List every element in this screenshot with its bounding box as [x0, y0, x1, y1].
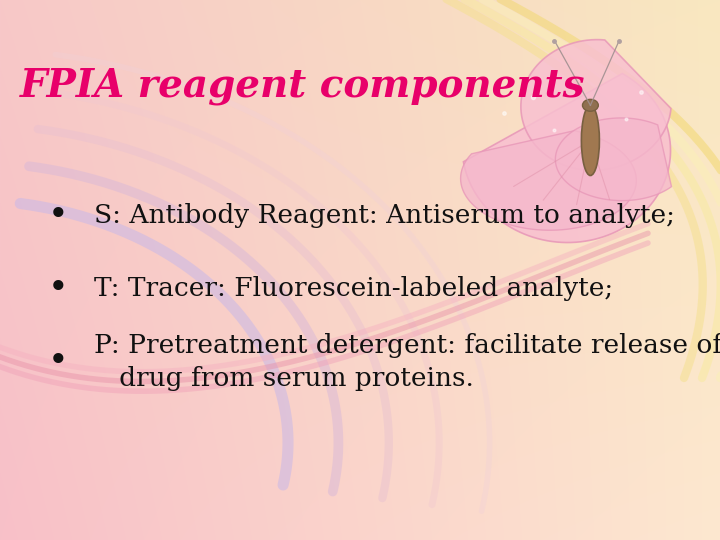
Polygon shape [521, 39, 671, 171]
Polygon shape [461, 131, 636, 230]
Text: T: Tracer: Fluorescein-labeled analyte;: T: Tracer: Fluorescein-labeled analyte; [94, 276, 613, 301]
Text: •: • [48, 272, 68, 306]
Text: P: Pretreatment detergent: facilitate release of
   drug from serum proteins.: P: Pretreatment detergent: facilitate re… [94, 333, 720, 391]
Ellipse shape [582, 99, 598, 111]
Text: FPIA reagent components: FPIA reagent components [19, 68, 585, 105]
Ellipse shape [582, 105, 599, 176]
Text: •: • [48, 345, 68, 379]
Polygon shape [464, 73, 670, 242]
Text: S: Antibody Reagent: Antiserum to analyte;: S: Antibody Reagent: Antiserum to analyt… [94, 204, 675, 228]
Polygon shape [555, 118, 672, 201]
Text: •: • [48, 199, 68, 233]
